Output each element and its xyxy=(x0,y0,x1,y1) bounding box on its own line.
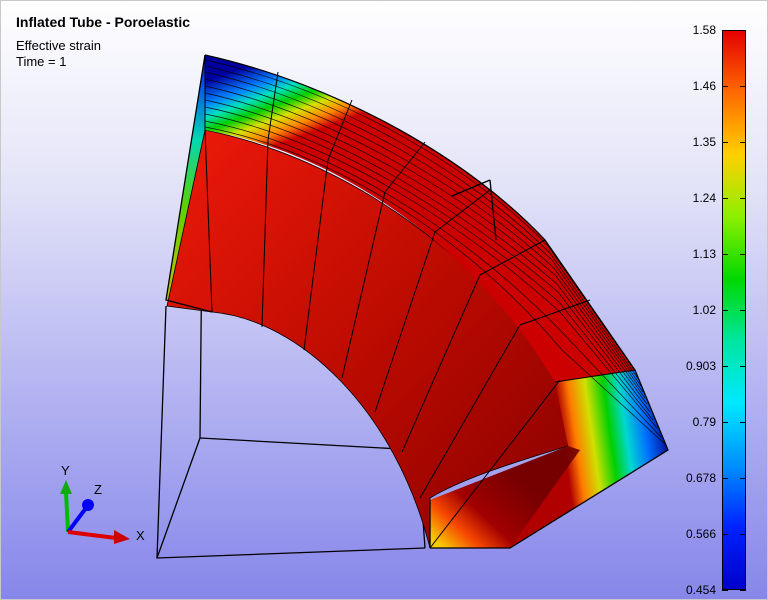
plot-title: Inflated Tube - Poroelastic xyxy=(16,14,190,30)
color-legend-tick-mark xyxy=(722,254,728,255)
time-label: Time = 1 xyxy=(16,54,67,69)
color-legend-tick-mark xyxy=(740,478,746,479)
color-legend-tick-mark xyxy=(722,478,728,479)
color-legend-tick-mark xyxy=(722,86,728,87)
wall-top-band xyxy=(205,55,635,382)
color-legend-tick-label: 1.02 xyxy=(692,303,716,317)
color-legend-tick-label: 1.35 xyxy=(692,135,716,149)
color-legend-tick-mark xyxy=(740,142,746,143)
contour-lines xyxy=(204,59,666,445)
color-legend-tick-mark xyxy=(740,198,746,199)
color-legend-tick-mark xyxy=(722,142,728,143)
color-legend-tick-mark xyxy=(740,310,746,311)
color-legend-tick-mark xyxy=(722,198,728,199)
z-axis-label: Z xyxy=(94,482,102,497)
color-legend-tick-label: 0.79 xyxy=(692,415,716,429)
inner-surface xyxy=(166,129,569,549)
variable-label: Effective strain xyxy=(16,38,102,53)
x-axis-label: X xyxy=(136,528,145,543)
model-outline xyxy=(165,54,669,549)
y-axis-label: Y xyxy=(61,463,70,478)
color-legend-tick-label: 1.24 xyxy=(692,191,716,205)
axes-triad: Y Z X xyxy=(60,463,145,544)
color-legend-tick-mark xyxy=(740,254,746,255)
wall-bottom-band xyxy=(430,446,580,548)
color-legend-tick-mark xyxy=(722,534,728,535)
color-legend-tick-mark xyxy=(722,590,728,591)
bounding-box-front xyxy=(156,179,497,559)
color-legend-tick-label: 0.566 xyxy=(685,527,716,541)
color-legend-tick-mark xyxy=(722,366,728,367)
color-legend-tick-mark xyxy=(722,30,728,31)
color-legend-tick-mark xyxy=(740,86,746,87)
color-legend-tick-label: 0.678 xyxy=(685,471,716,485)
color-legend-tick-mark xyxy=(740,30,746,31)
color-legend-tick-mark xyxy=(722,422,728,423)
mesh-lines xyxy=(204,55,636,549)
color-legend-tick-mark xyxy=(740,534,746,535)
color-legend-tick-label: 1.13 xyxy=(692,247,716,261)
color-legend-tick-label: 1.58 xyxy=(692,23,716,37)
color-legend-tick-label: 0.903 xyxy=(685,359,716,373)
color-legend-tick-label: 0.454 xyxy=(685,583,716,597)
color-legend-tick-mark xyxy=(722,310,728,311)
color-legend-tick-label: 1.46 xyxy=(692,79,716,93)
color-legend-tick-mark xyxy=(740,366,746,367)
color-legend-tick-mark xyxy=(740,590,746,591)
color-legend-tick-mark xyxy=(740,422,746,423)
